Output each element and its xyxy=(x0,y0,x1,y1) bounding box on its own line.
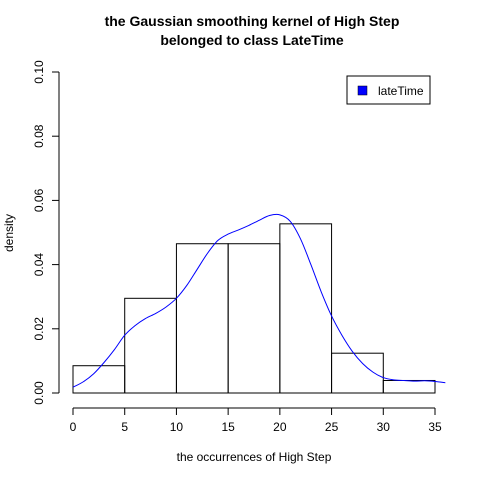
legend-label: lateTime xyxy=(378,84,424,98)
histogram-bar-3 xyxy=(227,243,281,394)
y-tick-label-5: 0.10 xyxy=(32,60,46,84)
y-axis-label: density xyxy=(2,214,16,252)
histogram-bar-5 xyxy=(331,352,384,394)
x-axis: 0 5 10 15 20 25 30 35 xyxy=(70,407,442,434)
y-tick-label-1: 0.02 xyxy=(32,317,46,341)
x-tick-label-2: 10 xyxy=(170,420,184,434)
x-axis-label: the occurrences of High Step xyxy=(177,450,332,464)
y-tick-label-4: 0.08 xyxy=(32,124,46,148)
legend-swatch xyxy=(357,85,368,96)
histogram-bar-4 xyxy=(279,223,333,394)
y-tick-label-3: 0.06 xyxy=(32,188,46,212)
chart-subtitle: belonged to class LateTime xyxy=(160,32,344,48)
legend: lateTime xyxy=(346,75,431,105)
histogram-bars xyxy=(72,223,436,394)
histogram-bar-6 xyxy=(382,379,436,394)
density-curve-latetime xyxy=(72,213,446,388)
y-tick-label-0: 0.00 xyxy=(32,381,46,405)
histogram-bar-1 xyxy=(124,297,177,394)
x-tick-label-7: 35 xyxy=(428,420,442,434)
chart-title: the Gaussian smoothing kernel of High St… xyxy=(105,13,400,29)
histogram-bar-0 xyxy=(72,365,126,394)
x-tick-label-6: 30 xyxy=(377,420,391,434)
x-tick-label-0: 0 xyxy=(70,420,77,434)
y-axis: 0.00 0.02 0.04 0.06 0.08 0.10 xyxy=(32,60,60,405)
y-tick-label-2: 0.04 xyxy=(32,253,46,277)
x-tick-label-4: 20 xyxy=(273,420,287,434)
x-tick-label-3: 15 xyxy=(221,420,235,434)
x-tick-label-1: 5 xyxy=(121,420,128,434)
x-tick-label-5: 25 xyxy=(325,420,339,434)
histogram-bar-2 xyxy=(175,243,229,394)
